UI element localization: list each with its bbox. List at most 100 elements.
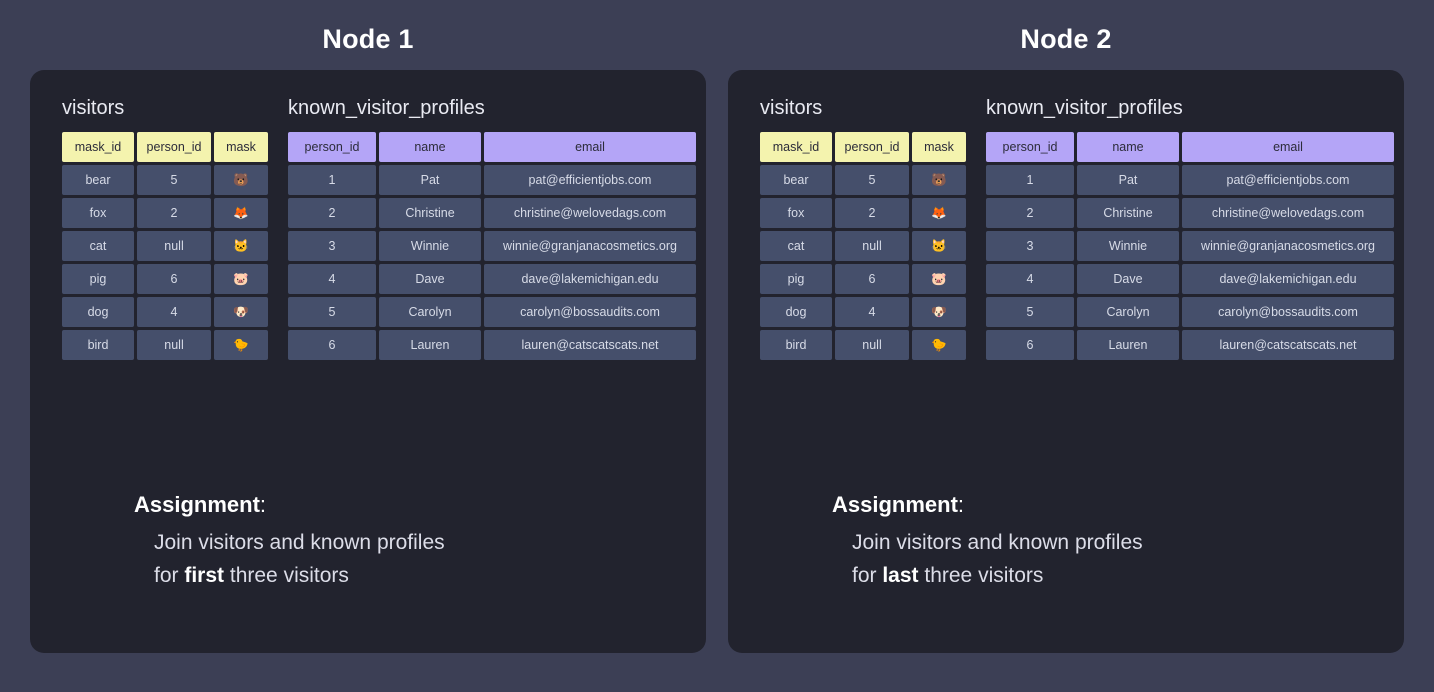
cell-person-id: 6 <box>288 330 376 360</box>
cell-person-id: null <box>835 231 909 261</box>
column-header-name: name <box>379 132 481 162</box>
cell-name: Christine <box>379 198 481 228</box>
tables-area: visitors mask_id person_id mask bear <box>62 96 699 363</box>
table-row: 6 Lauren lauren@catscatscats.net <box>288 330 696 360</box>
table-row: 1 Pat pat@efficientjobs.com <box>986 165 1394 195</box>
table-header-row: mask_id person_id mask <box>760 132 966 162</box>
cell-mask-id: bird <box>62 330 134 360</box>
visitors-table-block: visitors mask_id person_id mask bear <box>760 96 969 363</box>
known-visitor-profiles-table: person_id name email 1 Pat pat@efficient… <box>285 129 699 363</box>
cell-person-id: 6 <box>137 264 211 294</box>
table-row: 5 Carolyn carolyn@bossaudits.com <box>288 297 696 327</box>
table-row: cat null 🐱 <box>62 231 268 261</box>
profiles-table-caption: known_visitor_profiles <box>986 97 1183 119</box>
cell-name: Carolyn <box>1077 297 1179 327</box>
fox-icon: 🦊 <box>214 198 268 228</box>
cell-name: Pat <box>1077 165 1179 195</box>
table-row: bird null 🐤 <box>760 330 966 360</box>
table-row: fox 2 🦊 <box>62 198 268 228</box>
cell-mask-id: fox <box>62 198 134 228</box>
cell-email: pat@efficientjobs.com <box>1182 165 1394 195</box>
cell-mask-id: pig <box>62 264 134 294</box>
node-title: Node 1 <box>322 24 414 54</box>
cell-email: lauren@catscatscats.net <box>484 330 696 360</box>
cell-person-id: 2 <box>137 198 211 228</box>
cell-name: Winnie <box>379 231 481 261</box>
column-header-email: email <box>1182 132 1394 162</box>
table-row: 2 Christine christine@welovedags.com <box>986 198 1394 228</box>
assignment-line-2: for last three visitors <box>852 559 1143 592</box>
cell-name: Christine <box>1077 198 1179 228</box>
column-header-person-id: person_id <box>137 132 211 162</box>
cell-person-id: null <box>137 231 211 261</box>
node-panel: visitors mask_id person_id mask bear <box>728 70 1404 653</box>
assignment-label: Assignment: <box>832 490 1143 520</box>
cell-person-id: 5 <box>288 297 376 327</box>
cell-person-id: 3 <box>986 231 1074 261</box>
cell-person-id: 6 <box>986 330 1074 360</box>
table-row: 3 Winnie winnie@granjanacosmetics.org <box>288 231 696 261</box>
cell-person-id: null <box>835 330 909 360</box>
node-column-2: Node 2 visitors mask_id person_id mask <box>728 0 1404 692</box>
column-header-person-id: person_id <box>986 132 1074 162</box>
assignment-line-2-suffix: three visitors <box>224 564 349 587</box>
cell-person-id: 6 <box>835 264 909 294</box>
assignment-label-colon: : <box>957 492 965 517</box>
table-row: bear 5 🐻 <box>62 165 268 195</box>
table-row: dog 4 🐶 <box>62 297 268 327</box>
cell-person-id: 1 <box>288 165 376 195</box>
cell-email: lauren@catscatscats.net <box>1182 330 1394 360</box>
cell-person-id: 2 <box>835 198 909 228</box>
table-row: 4 Dave dave@lakemichigan.edu <box>288 264 696 294</box>
cell-mask-id: fox <box>760 198 832 228</box>
assignment-line-2-prefix: for <box>852 564 883 587</box>
cell-mask-id: bear <box>760 165 832 195</box>
cell-person-id: 4 <box>288 264 376 294</box>
cell-email: carolyn@bossaudits.com <box>1182 297 1394 327</box>
table-row: 1 Pat pat@efficientjobs.com <box>288 165 696 195</box>
assignment-body: Join visitors and known profiles for fir… <box>154 526 445 592</box>
fox-icon: 🦊 <box>912 198 966 228</box>
known-visitor-profiles-table: person_id name email 1 Pat pat@efficient… <box>983 129 1397 363</box>
assignment-block: Assignment: Join visitors and known prof… <box>832 490 1143 592</box>
cell-person-id: 5 <box>137 165 211 195</box>
cell-email: carolyn@bossaudits.com <box>484 297 696 327</box>
table-row: 3 Winnie winnie@granjanacosmetics.org <box>986 231 1394 261</box>
table-row: dog 4 🐶 <box>760 297 966 327</box>
table-row: fox 2 🦊 <box>760 198 966 228</box>
bird-icon: 🐤 <box>912 330 966 360</box>
column-header-name: name <box>1077 132 1179 162</box>
cell-name: Carolyn <box>379 297 481 327</box>
column-header-email: email <box>484 132 696 162</box>
cell-mask-id: cat <box>62 231 134 261</box>
cell-mask-id: dog <box>62 297 134 327</box>
cell-name: Winnie <box>1077 231 1179 261</box>
assignment-body: Join visitors and known profiles for las… <box>852 526 1143 592</box>
cell-name: Pat <box>379 165 481 195</box>
table-row: pig 6 🐷 <box>760 264 966 294</box>
table-row: 5 Carolyn carolyn@bossaudits.com <box>986 297 1394 327</box>
cell-person-id: 5 <box>835 165 909 195</box>
table-row: bird null 🐤 <box>62 330 268 360</box>
dog-icon: 🐶 <box>912 297 966 327</box>
assignment-label-text: Assignment <box>134 492 260 517</box>
assignment-line-2-suffix: three visitors <box>918 564 1044 587</box>
profiles-table-block: known_visitor_profiles person_id name em… <box>986 96 1397 363</box>
cell-person-id: 5 <box>986 297 1074 327</box>
assignment-label: Assignment: <box>134 490 445 520</box>
profiles-table-block: known_visitor_profiles person_id name em… <box>288 96 699 363</box>
bird-icon: 🐤 <box>214 330 268 360</box>
table-row: pig 6 🐷 <box>62 264 268 294</box>
assignment-label-text: Assignment <box>832 492 958 517</box>
table-row: 2 Christine christine@welovedags.com <box>288 198 696 228</box>
visitors-table-block: visitors mask_id person_id mask bear <box>62 96 271 363</box>
cell-person-id: 4 <box>986 264 1074 294</box>
cell-name: Lauren <box>379 330 481 360</box>
assignment-line-2-prefix: for <box>154 564 185 587</box>
cell-email: pat@efficientjobs.com <box>484 165 696 195</box>
pig-icon: 🐷 <box>214 264 268 294</box>
bear-icon: 🐻 <box>912 165 966 195</box>
cell-email: dave@lakemichigan.edu <box>484 264 696 294</box>
column-header-mask: mask <box>214 132 268 162</box>
